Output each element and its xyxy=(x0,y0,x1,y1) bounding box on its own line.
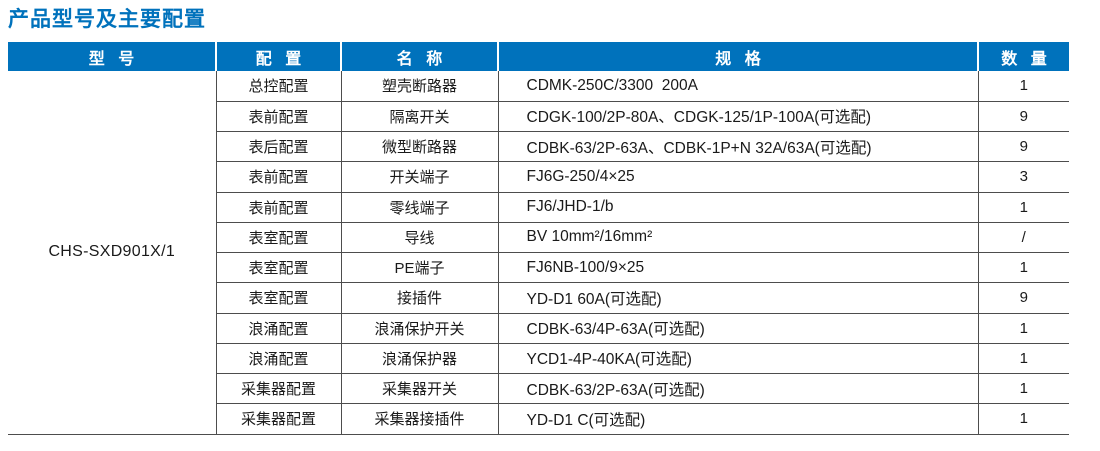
name-cell: 开关端子 xyxy=(340,161,499,193)
header-cell-model: 型 号 xyxy=(8,42,216,71)
qty-cell: 1 xyxy=(977,251,1069,284)
name-cell: 零线端子 xyxy=(340,191,499,223)
table-row: CHS-SXD901X/1 总控配置 塑壳断路器 CDMK-250C/3300 2… xyxy=(8,71,1069,435)
spec-cell: CDBK-63/2P-63A、CDBK-1P+N 32A/63A(可选配) xyxy=(497,130,979,163)
table-row: 表室配置 接插件 YD-D1 60A(可选配) 9 xyxy=(8,282,1069,314)
header-cell-spec: 规 格 xyxy=(497,42,978,71)
header-cell-qty: 数 量 xyxy=(977,42,1069,71)
spec-cell: YD-D1 60A(可选配) xyxy=(497,282,979,314)
table-row: 表室配置 PE端子 FJ6NB-100/9×25 1 xyxy=(8,251,1069,284)
qty-cell: / xyxy=(977,221,1069,254)
config-cell: 表室配置 xyxy=(215,282,342,314)
table-row: 表前配置 开关端子 FJ6G-250/4×25 3 xyxy=(8,161,1069,193)
qty-cell: 9 xyxy=(977,100,1069,133)
header-cell-config: 配 置 xyxy=(215,42,341,71)
name-cell: 接插件 xyxy=(340,282,499,314)
qty-cell: 3 xyxy=(977,161,1069,193)
table-row: 表室配置 导线 BV 10mm²/16mm² / xyxy=(8,221,1069,254)
config-cell: 采集器配置 xyxy=(215,403,342,435)
page-title: 产品型号及主要配置 xyxy=(8,8,206,31)
config-cell: 浪涌配置 xyxy=(215,312,342,344)
table-row: 表前配置 隔离开关 CDGK-100/2P-80A、CDGK-125/1P-10… xyxy=(8,100,1069,133)
spec-cell: FJ6G-250/4×25 xyxy=(497,161,979,193)
name-cell: 采集器开关 xyxy=(340,372,499,405)
table-header-row: 型 号 配 置 名 称 规 格 数 量 xyxy=(8,42,1069,71)
spec-cell: FJ6/JHD-1/b xyxy=(497,191,979,223)
config-cell: 表前配置 xyxy=(215,100,342,133)
name-cell: 导线 xyxy=(340,221,499,254)
qty-cell: 1 xyxy=(977,372,1069,405)
config-cell: 总控配置 xyxy=(215,71,342,102)
qty-cell: 1 xyxy=(977,403,1069,435)
qty-cell: 9 xyxy=(977,130,1069,163)
table-row: 采集器配置 采集器接插件 YD-D1 C(可选配) 1 xyxy=(8,403,1069,435)
table-row: 表前配置 零线端子 FJ6/JHD-1/b 1 xyxy=(8,191,1069,223)
config-cell: 表室配置 xyxy=(215,251,342,284)
spec-cell: YCD1-4P-40KA(可选配) xyxy=(497,342,979,375)
spec-cell: FJ6NB-100/9×25 xyxy=(497,251,979,284)
name-cell: 塑壳断路器 xyxy=(340,71,499,102)
config-table: 型 号 配 置 名 称 规 格 数 量 CHS-SXD901X/1 总控配置 塑壳… xyxy=(8,42,1069,435)
config-cell: 表后配置 xyxy=(215,130,342,163)
qty-cell: 9 xyxy=(977,282,1069,314)
qty-cell: 1 xyxy=(977,191,1069,223)
qty-cell: 1 xyxy=(977,312,1069,344)
name-cell: 浪涌保护开关 xyxy=(340,312,499,344)
config-cell: 表前配置 xyxy=(215,191,342,223)
table-body: CHS-SXD901X/1 总控配置 塑壳断路器 CDMK-250C/3300 2… xyxy=(8,71,1069,435)
config-cell: 表室配置 xyxy=(215,221,342,254)
qty-cell: 1 xyxy=(977,342,1069,375)
header-cell-name: 名 称 xyxy=(340,42,498,71)
spec-cell: CDBK-63/2P-63A(可选配) xyxy=(497,372,979,405)
config-cell: 浪涌配置 xyxy=(215,342,342,375)
table-row: 表后配置 微型断路器 CDBK-63/2P-63A、CDBK-1P+N 32A/… xyxy=(8,130,1069,163)
spec-cell: YD-D1 C(可选配) xyxy=(497,403,979,435)
name-cell: PE端子 xyxy=(340,251,499,284)
qty-cell: 1 xyxy=(977,71,1069,102)
name-cell: 微型断路器 xyxy=(340,130,499,163)
table-row: 浪涌配置 浪涌保护器 YCD1-4P-40KA(可选配) 1 xyxy=(8,342,1069,375)
name-cell: 采集器接插件 xyxy=(340,403,499,435)
name-cell: 隔离开关 xyxy=(340,100,499,133)
name-cell: 浪涌保护器 xyxy=(340,342,499,375)
spec-cell: BV 10mm²/16mm² xyxy=(497,221,979,254)
spec-cell: CDBK-63/4P-63A(可选配) xyxy=(497,312,979,344)
model-cell: CHS-SXD901X/1 xyxy=(8,71,217,435)
spec-cell: CDMK-250C/3300 200A xyxy=(497,71,979,102)
config-cell: 表前配置 xyxy=(215,161,342,193)
spec-cell: CDGK-100/2P-80A、CDGK-125/1P-100A(可选配) xyxy=(497,100,979,133)
config-cell: 采集器配置 xyxy=(215,372,342,405)
